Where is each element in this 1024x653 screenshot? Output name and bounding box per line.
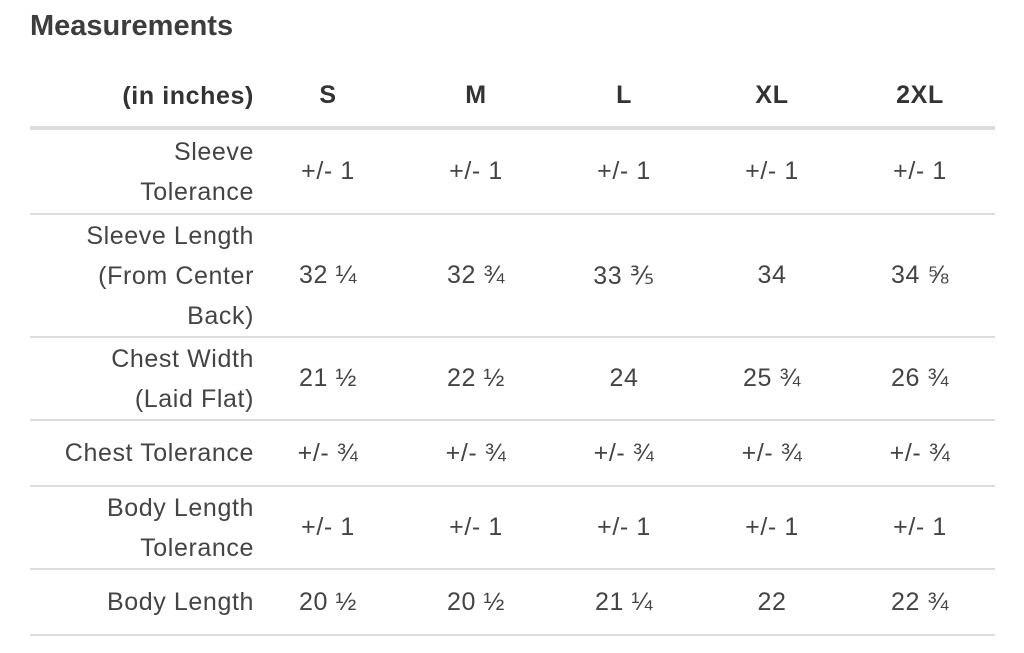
label-text: Sleeve Tolerance <box>140 137 254 206</box>
size-header: 2XL <box>896 81 944 109</box>
cell: +/- 1 <box>301 157 355 185</box>
label-text: Body Length Tolerance <box>107 493 254 562</box>
cell: 22 <box>757 587 787 616</box>
label-text: Chest Width (Laid Flat) <box>111 344 254 413</box>
cell: 21 ¼ <box>594 587 653 616</box>
cell: 34 ⅝ <box>890 261 949 289</box>
row-label: Sleeve Tolerance <box>30 132 254 212</box>
label-text: Chest Tolerance <box>64 439 254 467</box>
table-row: Body Length Tolerance +/- 1 +/- 1 +/- 1 +/- … <box>30 487 995 570</box>
cell: 22 ¾ <box>890 587 949 616</box>
table-row: Body Length 20 ½ 20 ½ 21 ¼ 22 22 ¾ <box>30 570 995 636</box>
table-row: Sleeve Length (From Center Back) 32 ¼ 32 ¾… <box>30 215 995 338</box>
size-header: L <box>616 81 632 109</box>
table-row: Chest Tolerance +/- ¾ +/- ¾ +/- ¾ +/- ¾ +/- ¾ <box>30 421 995 487</box>
cell: 32 ¼ <box>298 261 357 289</box>
cell: 25 ¾ <box>742 364 801 392</box>
row-label: Body Length Tolerance <box>30 488 254 568</box>
row-label: Chest Tolerance <box>30 433 254 473</box>
label-text: (in inches) <box>122 81 254 110</box>
row-label: Sleeve Length (From Center Back) <box>30 216 254 336</box>
header-cell: (in inches) <box>30 76 254 116</box>
header-row: (in inches) S M L XL 2XL <box>30 65 995 130</box>
cell: +/- 1 <box>893 513 947 541</box>
label-text: Sleeve Length (From Center Back) <box>86 221 254 330</box>
cell: 22 ½ <box>446 364 505 392</box>
cell: 21 ½ <box>298 364 357 392</box>
cell: +/- 1 <box>597 513 651 541</box>
cell: +/- 1 <box>745 513 799 541</box>
size-header: S <box>319 81 337 109</box>
cell: 26 ¾ <box>890 364 949 392</box>
title: Measurements <box>30 10 234 42</box>
cell: 32 ¾ <box>446 261 505 289</box>
cell: +/- ¾ <box>593 438 655 467</box>
row-label: Body Length <box>30 582 254 622</box>
cell: +/- 1 <box>745 157 799 185</box>
table-row: Chest Width (Laid Flat) 21 ½ 22 ½ 24 25 ¾ 26 … <box>30 338 995 421</box>
cell: +/- ¾ <box>297 438 359 467</box>
cell: +/- 1 <box>449 157 503 185</box>
cell: 34 <box>757 261 787 289</box>
cell: +/- 1 <box>449 513 503 541</box>
cell: +/- 1 <box>597 157 651 185</box>
table-row: Sleeve Tolerance +/- 1 +/- 1 +/- 1 +/- 1 +/- … <box>30 130 995 215</box>
cell: 20 ½ <box>298 587 357 616</box>
cell: 24 <box>609 364 639 392</box>
row-label: Chest Width (Laid Flat) <box>30 339 254 419</box>
label-text: Body Length <box>107 588 254 616</box>
cell: +/- 1 <box>301 513 355 541</box>
cell: +/- ¾ <box>445 438 507 467</box>
cell: 20 ½ <box>446 587 505 616</box>
cell: +/- 1 <box>893 157 947 185</box>
size-header: M <box>465 81 487 109</box>
size-header: XL <box>755 81 789 109</box>
cell: 33 ⅗ <box>593 261 655 290</box>
cell: +/- ¾ <box>889 438 951 467</box>
cell: +/- ¾ <box>741 438 803 467</box>
